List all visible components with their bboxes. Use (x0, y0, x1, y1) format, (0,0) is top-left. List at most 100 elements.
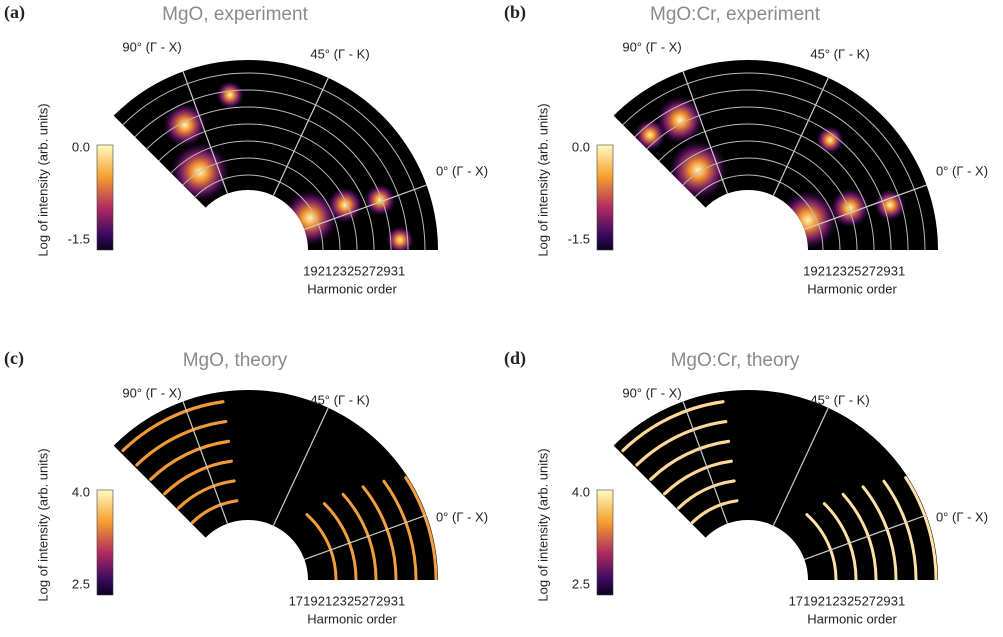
map-content (121, 400, 438, 580)
angle-label: 0° (Γ - X) (436, 509, 488, 524)
harmonic-arc (805, 513, 838, 580)
harmonic-tick: 19 (303, 263, 317, 278)
harmonic-arc (135, 419, 228, 467)
x-axis-label: Harmonic order (307, 281, 397, 296)
direction-line (304, 184, 427, 231)
harmonic-tick: 21 (818, 263, 832, 278)
harmonic-tick: 25 (347, 593, 361, 608)
direction-line (272, 77, 329, 196)
angle-label: 45° (Γ - K) (810, 46, 869, 61)
colorbar-label: 2.5 (72, 576, 90, 591)
ring (155, 157, 341, 250)
direction-line (272, 407, 329, 526)
harmonic-arc (163, 459, 233, 496)
ring (113, 72, 426, 250)
panel: (a) MgO, experiment 90° (Γ - X) 45° (Γ - K)… (4, 2, 488, 296)
harmonic-tick: 17 (789, 593, 803, 608)
harmonic-tick: 19 (803, 593, 817, 608)
harmonic-arc (676, 479, 736, 510)
harmonic-arc (882, 479, 918, 580)
panel-label: (a) (4, 2, 25, 23)
angle-label: 90° (Γ - X) (622, 385, 681, 400)
colorbar (96, 144, 114, 251)
panel-label: (c) (4, 348, 24, 369)
harmonic-arc (382, 479, 418, 580)
map-content (113, 71, 427, 250)
harmonic-arc (305, 513, 338, 580)
harmonic-tick: 27 (862, 263, 876, 278)
ring (121, 123, 375, 250)
colorbar-label: 2.5 (572, 576, 590, 591)
harmonic-tick: 27 (862, 593, 876, 608)
polar-map (613, 390, 938, 580)
colorbar-label: 0.0 (72, 139, 90, 154)
harmonic-tick: 27 (362, 593, 376, 608)
polar-map (613, 59, 938, 250)
panel: (d) MgO:Cr, theory 90° (Γ - X) 45° (Γ - K) 0… (504, 348, 988, 626)
intensity-spot (216, 81, 244, 109)
harmonic-tick: 29 (876, 593, 890, 608)
x-axis-label: Harmonic order (807, 281, 897, 296)
harmonic-arc (190, 499, 239, 525)
angle-label: 0° (Γ - X) (936, 163, 988, 178)
harmonic-tick: 27 (362, 263, 376, 278)
colorbar (596, 144, 614, 251)
harmonic-tick: 31 (891, 593, 905, 608)
polar-map (113, 59, 438, 250)
harmonic-arc (690, 499, 739, 525)
panel: (b) MgO:Cr, experiment 90° (Γ - X) 45° (Γ -… (504, 2, 988, 296)
y-axis-label: Log of intensity (arb. units) (535, 103, 550, 256)
harmonic-arc (621, 400, 725, 453)
angle-label: 90° (Γ - X) (122, 385, 181, 400)
ring (613, 106, 892, 250)
ring (172, 174, 324, 250)
harmonic-arc (121, 400, 225, 453)
ring (613, 89, 909, 250)
ring (113, 106, 392, 250)
polar-map (113, 390, 438, 580)
harmonic-tick: 31 (891, 263, 905, 278)
harmonic-tick: 31 (391, 263, 405, 278)
harmonic-arc (149, 439, 231, 481)
angle-label: 45° (Γ - K) (310, 46, 369, 61)
harmonic-tick: 21 (318, 263, 332, 278)
ring (655, 157, 841, 250)
harmonic-tick: 29 (876, 263, 890, 278)
panel-title: MgO:Cr, experiment (650, 4, 821, 25)
direction-line (304, 514, 427, 561)
x-axis-label: Harmonic order (307, 611, 397, 626)
map-content (613, 71, 927, 250)
colorbar (596, 489, 614, 596)
panel-title: MgO:Cr, theory (671, 350, 800, 371)
panel-title: MgO, theory (183, 350, 288, 371)
direction-line (182, 401, 229, 524)
panel-label: (d) (504, 348, 526, 369)
direction-line (772, 77, 829, 196)
ring (638, 140, 858, 250)
harmonic-tick: 23 (832, 593, 846, 608)
harmonic-tick: 31 (391, 593, 405, 608)
intensity-spot (163, 103, 207, 147)
ring (613, 72, 926, 250)
harmonic-tick: 25 (847, 593, 861, 608)
harmonic-arc (635, 419, 728, 467)
colorbar-label: 0.0 (572, 139, 590, 154)
harmonic-tick: 25 (847, 263, 861, 278)
harmonic-tick: 21 (818, 593, 832, 608)
ring (672, 174, 824, 250)
harmonic-tick: 25 (347, 263, 361, 278)
direction-line (804, 514, 927, 561)
angle-label: 90° (Γ - X) (122, 39, 181, 54)
direction-line (682, 71, 729, 194)
harmonic-tick: 23 (332, 593, 346, 608)
harmonic-arc (663, 459, 733, 496)
harmonic-arc (404, 476, 438, 580)
harmonic-tick: 29 (376, 263, 390, 278)
direction-line (804, 184, 927, 231)
harmonic-tick: 19 (803, 263, 817, 278)
harmonic-tick: 23 (332, 263, 346, 278)
ring (138, 140, 358, 250)
x-axis-label: Harmonic order (807, 611, 897, 626)
